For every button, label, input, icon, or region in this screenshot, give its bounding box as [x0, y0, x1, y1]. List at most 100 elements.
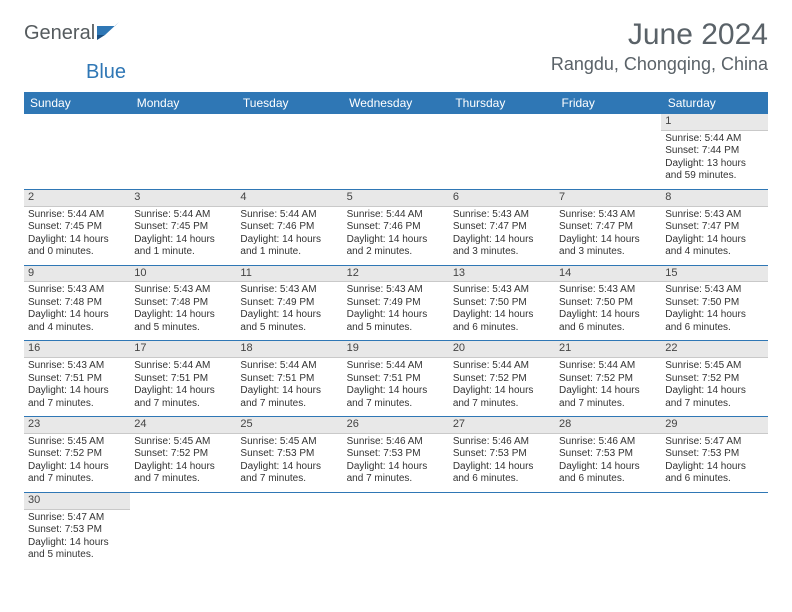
day-number: 26 — [343, 417, 449, 434]
calendar-cell: 29Sunrise: 5:47 AMSunset: 7:53 PMDayligh… — [661, 417, 767, 493]
sunset-text: Sunset: 7:44 PM — [665, 145, 763, 158]
calendar-cell: 1Sunrise: 5:44 AMSunset: 7:44 PMDaylight… — [661, 114, 767, 189]
sunrise-text: Sunrise: 5:45 AM — [665, 360, 763, 373]
sunset-text: Sunset: 7:52 PM — [134, 448, 232, 461]
day-body: Sunrise: 5:44 AMSunset: 7:45 PMDaylight:… — [130, 207, 236, 265]
sunrise-text: Sunrise: 5:47 AM — [28, 512, 126, 525]
day-body: Sunrise: 5:44 AMSunset: 7:45 PMDaylight:… — [24, 207, 130, 265]
sunset-text: Sunset: 7:53 PM — [28, 524, 126, 537]
calendar-cell — [130, 492, 236, 567]
day-body: Sunrise: 5:43 AMSunset: 7:48 PMDaylight:… — [24, 282, 130, 340]
daylight-text: Daylight: 14 hours and 0 minutes. — [28, 234, 126, 259]
daylight-text: Daylight: 14 hours and 6 minutes. — [453, 461, 551, 486]
calendar-cell: 25Sunrise: 5:45 AMSunset: 7:53 PMDayligh… — [236, 417, 342, 493]
calendar-cell — [24, 114, 130, 189]
calendar-cell: 13Sunrise: 5:43 AMSunset: 7:50 PMDayligh… — [449, 265, 555, 341]
day-number: 4 — [236, 190, 342, 207]
day-body: Sunrise: 5:44 AMSunset: 7:44 PMDaylight:… — [661, 131, 767, 189]
sunrise-text: Sunrise: 5:43 AM — [28, 284, 126, 297]
calendar-cell: 3Sunrise: 5:44 AMSunset: 7:45 PMDaylight… — [130, 189, 236, 265]
day-number: 3 — [130, 190, 236, 207]
day-body: Sunrise: 5:46 AMSunset: 7:53 PMDaylight:… — [555, 434, 661, 492]
day-body: Sunrise: 5:45 AMSunset: 7:52 PMDaylight:… — [130, 434, 236, 492]
day-body: Sunrise: 5:43 AMSunset: 7:49 PMDaylight:… — [343, 282, 449, 340]
sunrise-text: Sunrise: 5:44 AM — [665, 133, 763, 146]
sunset-text: Sunset: 7:49 PM — [240, 297, 338, 310]
sunrise-text: Sunrise: 5:46 AM — [453, 436, 551, 449]
day-number: 1 — [661, 114, 767, 131]
calendar-cell: 30Sunrise: 5:47 AMSunset: 7:53 PMDayligh… — [24, 492, 130, 567]
calendar-cell: 8Sunrise: 5:43 AMSunset: 7:47 PMDaylight… — [661, 189, 767, 265]
daylight-text: Daylight: 14 hours and 4 minutes. — [665, 234, 763, 259]
calendar-row: 23Sunrise: 5:45 AMSunset: 7:52 PMDayligh… — [24, 417, 768, 493]
sunset-text: Sunset: 7:51 PM — [134, 373, 232, 386]
daylight-text: Daylight: 14 hours and 7 minutes. — [665, 385, 763, 410]
sunrise-text: Sunrise: 5:44 AM — [240, 360, 338, 373]
calendar-cell — [343, 114, 449, 189]
day-number: 14 — [555, 266, 661, 283]
calendar-cell: 11Sunrise: 5:43 AMSunset: 7:49 PMDayligh… — [236, 265, 342, 341]
sunrise-text: Sunrise: 5:44 AM — [453, 360, 551, 373]
day-body: Sunrise: 5:45 AMSunset: 7:52 PMDaylight:… — [24, 434, 130, 492]
calendar-cell — [236, 114, 342, 189]
calendar-cell — [555, 114, 661, 189]
day-body: Sunrise: 5:46 AMSunset: 7:53 PMDaylight:… — [343, 434, 449, 492]
calendar-cell: 28Sunrise: 5:46 AMSunset: 7:53 PMDayligh… — [555, 417, 661, 493]
sunset-text: Sunset: 7:50 PM — [453, 297, 551, 310]
sunrise-text: Sunrise: 5:44 AM — [28, 209, 126, 222]
day-body: Sunrise: 5:44 AMSunset: 7:46 PMDaylight:… — [343, 207, 449, 265]
calendar-table: Sunday Monday Tuesday Wednesday Thursday… — [24, 92, 768, 568]
sunrise-text: Sunrise: 5:44 AM — [559, 360, 657, 373]
sunset-text: Sunset: 7:52 PM — [28, 448, 126, 461]
daylight-text: Daylight: 14 hours and 7 minutes. — [347, 461, 445, 486]
day-number: 22 — [661, 341, 767, 358]
day-body: Sunrise: 5:43 AMSunset: 7:50 PMDaylight:… — [661, 282, 767, 340]
calendar-cell: 5Sunrise: 5:44 AMSunset: 7:46 PMDaylight… — [343, 189, 449, 265]
daylight-text: Daylight: 14 hours and 6 minutes. — [559, 461, 657, 486]
sunrise-text: Sunrise: 5:46 AM — [347, 436, 445, 449]
daylight-text: Daylight: 14 hours and 7 minutes. — [453, 385, 551, 410]
daylight-text: Daylight: 14 hours and 6 minutes. — [665, 461, 763, 486]
sunset-text: Sunset: 7:47 PM — [453, 221, 551, 234]
day-number: 28 — [555, 417, 661, 434]
day-body: Sunrise: 5:44 AMSunset: 7:46 PMDaylight:… — [236, 207, 342, 265]
sunset-text: Sunset: 7:45 PM — [134, 221, 232, 234]
sunset-text: Sunset: 7:53 PM — [559, 448, 657, 461]
sunset-text: Sunset: 7:50 PM — [559, 297, 657, 310]
sunrise-text: Sunrise: 5:45 AM — [134, 436, 232, 449]
day-number: 12 — [343, 266, 449, 283]
sunset-text: Sunset: 7:47 PM — [559, 221, 657, 234]
calendar-row: 16Sunrise: 5:43 AMSunset: 7:51 PMDayligh… — [24, 341, 768, 417]
sunset-text: Sunset: 7:51 PM — [347, 373, 445, 386]
calendar-cell: 14Sunrise: 5:43 AMSunset: 7:50 PMDayligh… — [555, 265, 661, 341]
day-body: Sunrise: 5:43 AMSunset: 7:50 PMDaylight:… — [555, 282, 661, 340]
calendar-cell — [661, 492, 767, 567]
day-body: Sunrise: 5:43 AMSunset: 7:50 PMDaylight:… — [449, 282, 555, 340]
sunset-text: Sunset: 7:47 PM — [665, 221, 763, 234]
day-body: Sunrise: 5:44 AMSunset: 7:51 PMDaylight:… — [343, 358, 449, 416]
day-number: 8 — [661, 190, 767, 207]
sunset-text: Sunset: 7:51 PM — [28, 373, 126, 386]
weekday-header-row: Sunday Monday Tuesday Wednesday Thursday… — [24, 92, 768, 114]
day-body: Sunrise: 5:44 AMSunset: 7:51 PMDaylight:… — [130, 358, 236, 416]
day-body: Sunrise: 5:45 AMSunset: 7:53 PMDaylight:… — [236, 434, 342, 492]
day-body: Sunrise: 5:45 AMSunset: 7:52 PMDaylight:… — [661, 358, 767, 416]
daylight-text: Daylight: 14 hours and 1 minute. — [134, 234, 232, 259]
calendar-cell: 4Sunrise: 5:44 AMSunset: 7:46 PMDaylight… — [236, 189, 342, 265]
daylight-text: Daylight: 14 hours and 7 minutes. — [559, 385, 657, 410]
calendar-cell — [449, 114, 555, 189]
daylight-text: Daylight: 14 hours and 7 minutes. — [28, 461, 126, 486]
weekday-header: Saturday — [661, 92, 767, 114]
sunrise-text: Sunrise: 5:43 AM — [559, 209, 657, 222]
daylight-text: Daylight: 14 hours and 2 minutes. — [347, 234, 445, 259]
calendar-cell: 15Sunrise: 5:43 AMSunset: 7:50 PMDayligh… — [661, 265, 767, 341]
sunset-text: Sunset: 7:45 PM — [28, 221, 126, 234]
sunrise-text: Sunrise: 5:43 AM — [559, 284, 657, 297]
month-title: June 2024 — [551, 18, 768, 52]
day-number: 10 — [130, 266, 236, 283]
daylight-text: Daylight: 14 hours and 6 minutes. — [453, 309, 551, 334]
calendar-cell: 23Sunrise: 5:45 AMSunset: 7:52 PMDayligh… — [24, 417, 130, 493]
day-number: 25 — [236, 417, 342, 434]
calendar-cell: 17Sunrise: 5:44 AMSunset: 7:51 PMDayligh… — [130, 341, 236, 417]
calendar-cell: 18Sunrise: 5:44 AMSunset: 7:51 PMDayligh… — [236, 341, 342, 417]
